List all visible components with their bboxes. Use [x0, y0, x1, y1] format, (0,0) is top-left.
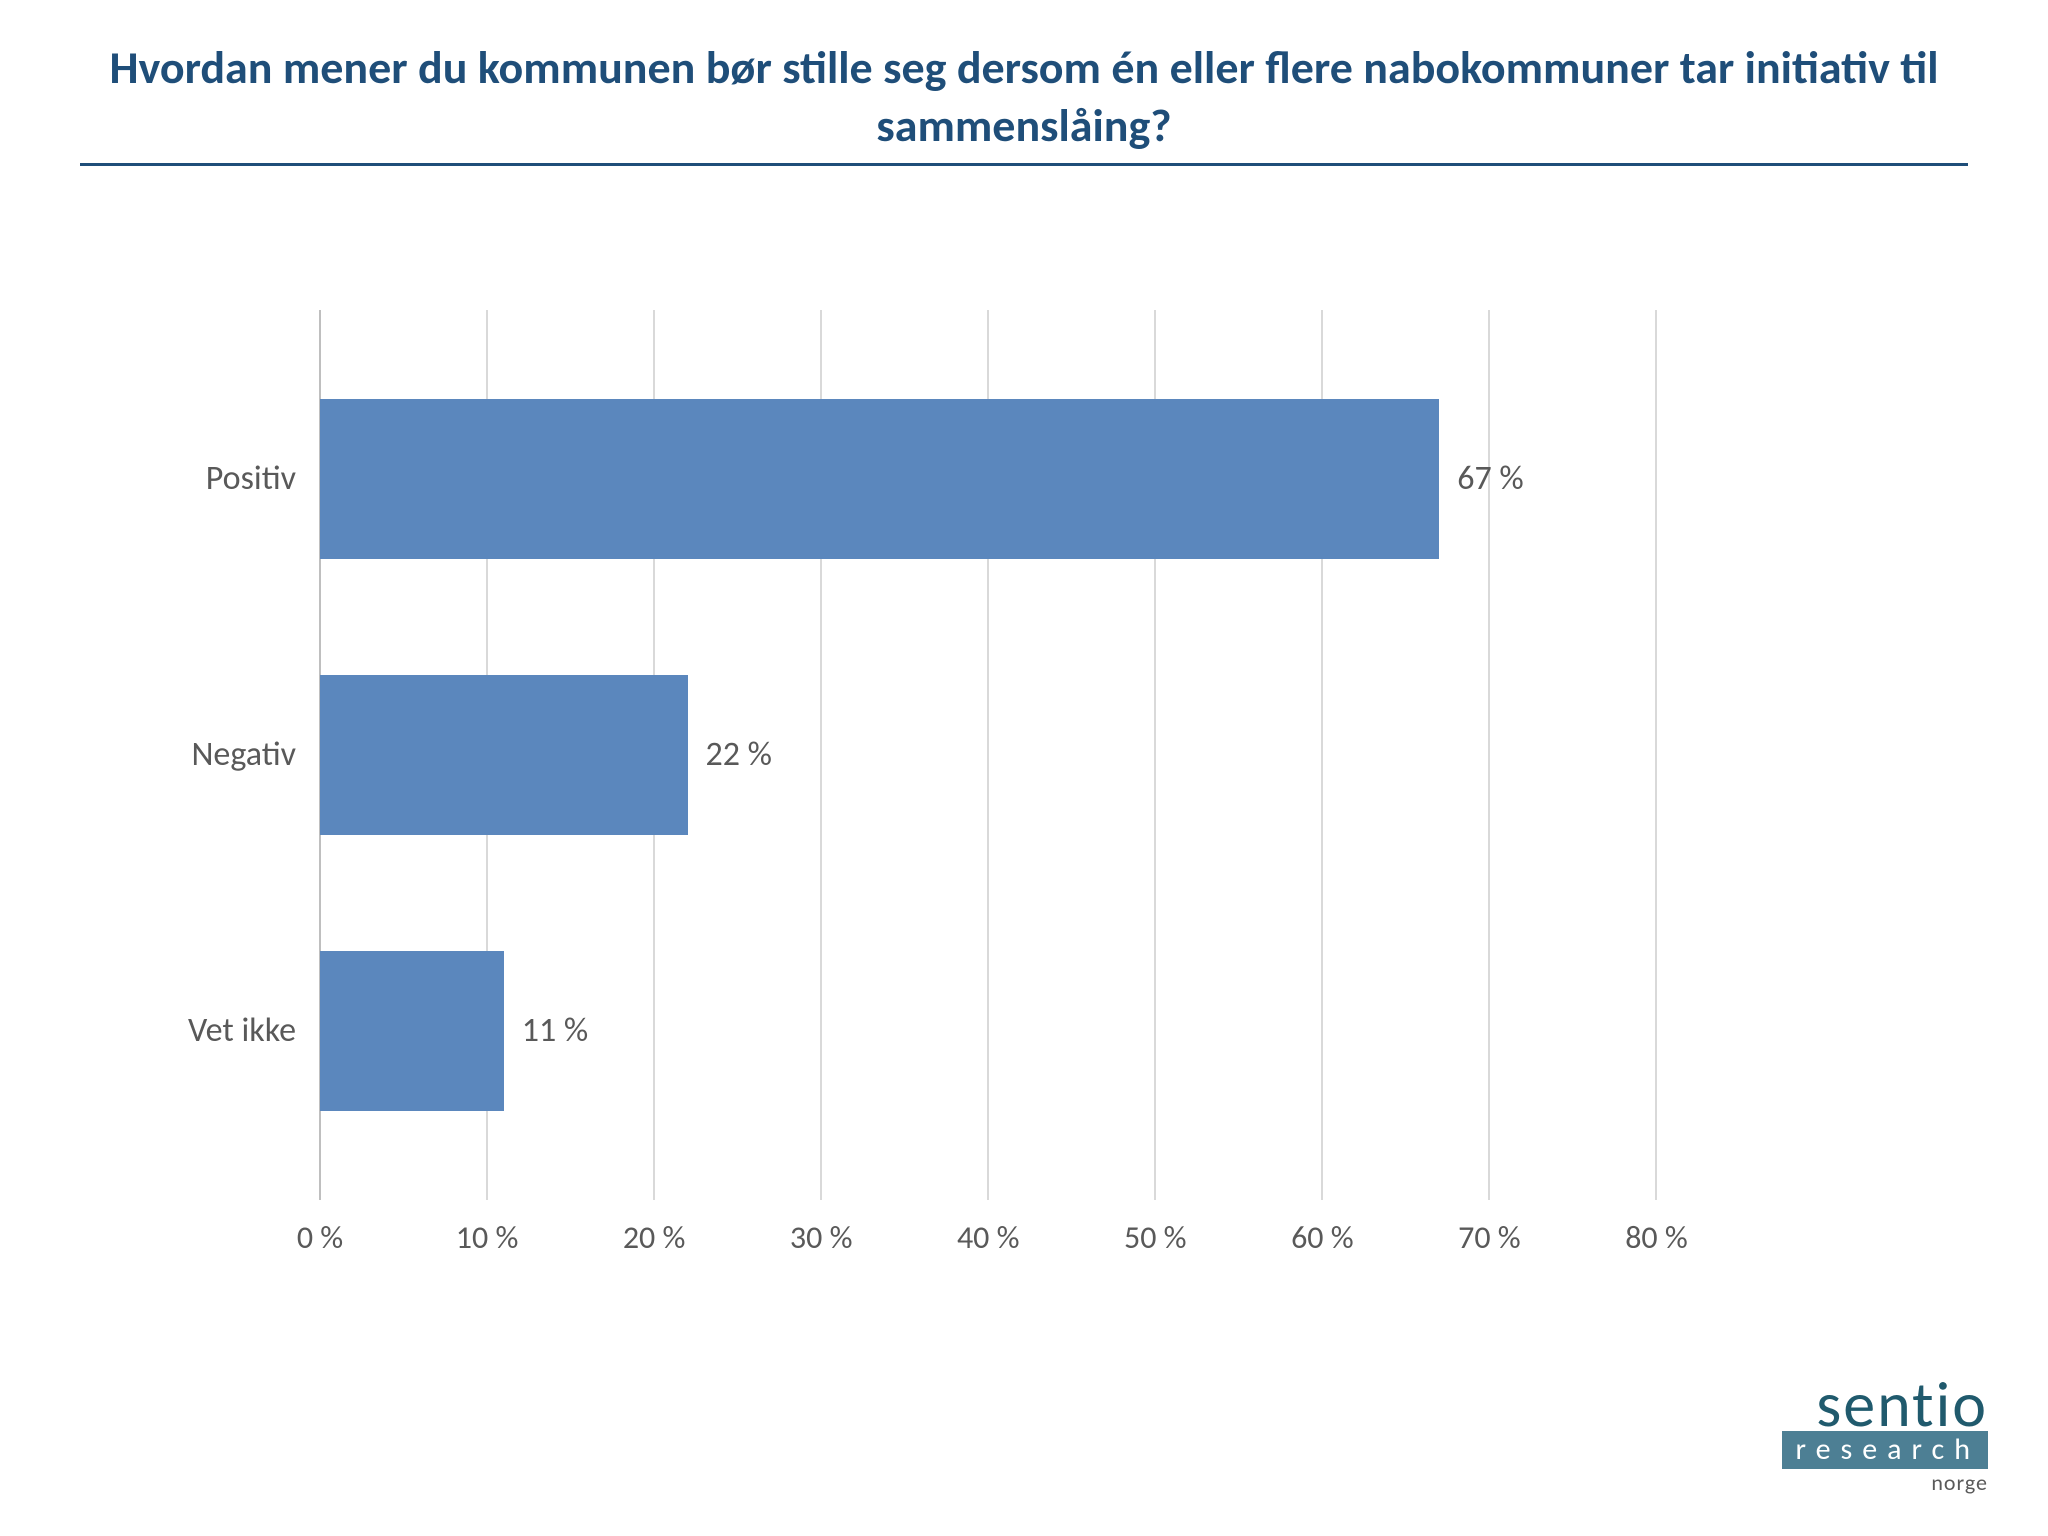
logo-line1: sentio: [1782, 1380, 1989, 1431]
x-tick-label: 80 %: [1625, 1218, 1688, 1257]
page-title: Hvordan mener du kommunen bør stille seg…: [80, 40, 1968, 155]
x-tick-label: 60 %: [1291, 1218, 1354, 1257]
title-block: Hvordan mener du kommunen bør stille seg…: [60, 40, 1988, 178]
plot-area: 67 % 22 % 11 %: [320, 310, 1740, 1200]
logo: sentio research norge: [1782, 1380, 1989, 1496]
slide: Hvordan mener du kommunen bør stille seg…: [0, 0, 2048, 1536]
x-tick-label: 40 %: [957, 1218, 1020, 1257]
x-tick-label: 30 %: [790, 1218, 853, 1257]
logo-line2: research: [1782, 1431, 1989, 1469]
bar: [320, 951, 504, 1111]
gridline: [1655, 310, 1657, 1200]
title-underline: [80, 163, 1968, 166]
logo-line3: norge: [1782, 1469, 1989, 1496]
x-tick-label: 70 %: [1458, 1218, 1521, 1257]
bar: [320, 399, 1439, 559]
bar-value-label: 11 %: [522, 1010, 588, 1051]
x-tick-label: 10 %: [456, 1218, 519, 1257]
gridline: [1488, 310, 1490, 1200]
bar-value-label: 67 %: [1457, 458, 1523, 499]
category-label: Negativ: [36, 734, 296, 775]
category-label: Positiv: [36, 458, 296, 499]
bar: [320, 675, 688, 835]
category-label: Vet ikke: [36, 1010, 296, 1051]
x-tick-label: 20 %: [623, 1218, 686, 1257]
x-tick-label: 50 %: [1124, 1218, 1187, 1257]
bar-chart: 67 %22 %11 %0 %10 %20 %30 %40 %50 %60 %7…: [320, 310, 1740, 1270]
x-tick-label: 0 %: [297, 1218, 343, 1257]
bar-value-label: 22 %: [706, 734, 772, 775]
